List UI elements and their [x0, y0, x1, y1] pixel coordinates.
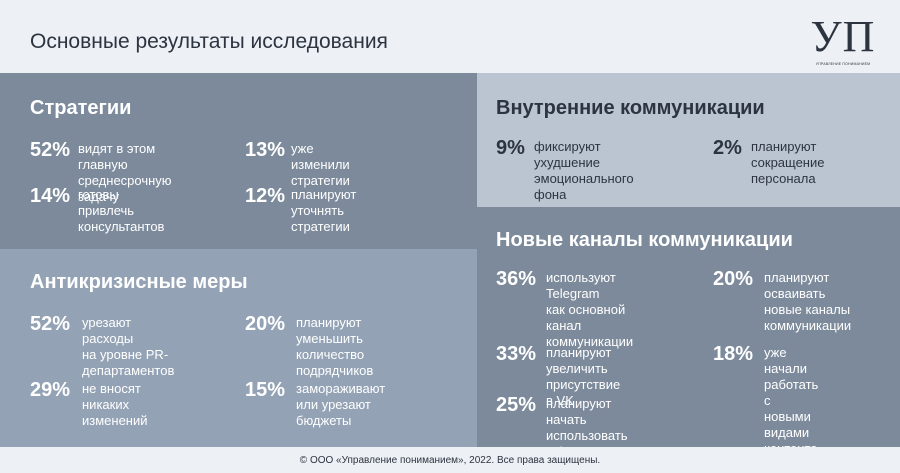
stat-description: планируют осваивать новые каналы коммуни…	[764, 270, 852, 333]
company-logo: УП УПРАВЛЕНИЕ ПОНИМАНИЕМ	[810, 14, 876, 72]
stat-percent: 20%	[245, 313, 286, 335]
strategies-title: Стратегии	[30, 97, 132, 119]
stat-description: уже изменили стратегии	[291, 141, 350, 188]
internal-comms-panel: Внутренние коммуникации 9% фиксируют уху…	[477, 73, 900, 207]
stat-description: уже начали работать с новыми видами конт…	[764, 345, 819, 456]
stat-percent: 52%	[30, 313, 71, 335]
stat-percent: 13%	[245, 139, 286, 161]
stat-description: урезают расходы на уровне PR- департамен…	[82, 315, 175, 378]
footer: © ООО «Управление пониманием», 2022. Все…	[0, 447, 900, 473]
copyright-text: © ООО «Управление пониманием», 2022. Все…	[299, 455, 601, 466]
stat-description: используют Telegram как основной канал к…	[546, 270, 634, 349]
stat-percent: 15%	[245, 379, 286, 401]
stat-percent: 20%	[713, 268, 754, 290]
anticrisis-panel: Антикризисные меры 52% урезают расходы н…	[0, 249, 477, 447]
stat-percent: 9%	[496, 137, 525, 159]
strategies-panel: Стратегии 52% видят в этом главную средн…	[0, 73, 477, 249]
stat-description: готовы привлечь консультантов	[78, 187, 165, 234]
new-channels-title: Новые каналы коммуникации	[496, 229, 793, 251]
stat-percent: 18%	[713, 343, 754, 365]
stat-description: фиксируют ухудшение эмоционального фона	[534, 139, 634, 202]
stat-percent: 12%	[245, 185, 286, 207]
stat-percent: 2%	[713, 137, 742, 159]
logo-mark: УП	[810, 12, 876, 61]
stat-description: не вносят никаких изменений	[82, 381, 148, 428]
stat-description: планируют уменьшить количество подрядчик…	[296, 315, 374, 378]
stat-description: планируют сокращение персонала	[751, 139, 825, 186]
header: Основные результаты исследования УП УПРА…	[0, 0, 900, 73]
stat-percent: 14%	[30, 185, 71, 207]
stat-percent: 36%	[496, 268, 537, 290]
stat-percent: 33%	[496, 343, 537, 365]
logo-caption: УПРАВЛЕНИЕ ПОНИМАНИЕМ	[815, 62, 871, 66]
stat-description: планируют увеличить присутствие в VK	[546, 345, 621, 408]
stat-percent: 29%	[30, 379, 71, 401]
stat-description: планируют уточнять стратегии	[291, 187, 357, 234]
stat-description: видят в этом главную среднесрочную задач…	[78, 141, 172, 204]
internal-comms-title: Внутренние коммуникации	[496, 97, 765, 119]
stat-description: замораживают или урезают бюджеты	[296, 381, 386, 428]
stat-percent: 25%	[496, 394, 537, 416]
new-channels-panel: Новые каналы коммуникации 36% используют…	[477, 207, 900, 459]
anticrisis-title: Антикризисные меры	[30, 271, 248, 293]
page-title: Основные результаты исследования	[30, 30, 388, 53]
stat-percent: 52%	[30, 139, 71, 161]
